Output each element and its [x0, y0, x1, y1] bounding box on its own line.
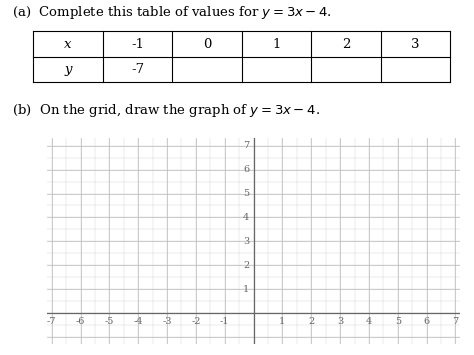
Text: 1: 1	[243, 285, 249, 294]
Text: 3: 3	[243, 237, 249, 246]
Text: 6: 6	[424, 317, 429, 326]
Text: x: x	[64, 38, 72, 50]
Text: -1: -1	[131, 38, 144, 50]
Text: -5: -5	[105, 317, 114, 326]
Text: -7: -7	[131, 63, 144, 76]
Text: 3: 3	[411, 38, 420, 50]
Text: 3: 3	[337, 317, 343, 326]
Text: 2: 2	[243, 261, 249, 270]
Text: 0: 0	[203, 38, 211, 50]
Text: 4: 4	[243, 213, 249, 222]
Text: 7: 7	[452, 317, 458, 326]
Text: 2: 2	[308, 317, 314, 326]
Text: 2: 2	[342, 38, 350, 50]
Text: (a)  Complete this table of values for $y = 3x - 4$.: (a) Complete this table of values for $y…	[12, 4, 332, 21]
Text: -1: -1	[220, 317, 229, 326]
Text: -7: -7	[47, 317, 56, 326]
Text: -3: -3	[162, 317, 172, 326]
Text: -2: -2	[191, 317, 201, 326]
Text: 5: 5	[243, 189, 249, 198]
Text: 5: 5	[395, 317, 401, 326]
Text: 7: 7	[243, 141, 249, 150]
Text: y: y	[64, 63, 72, 76]
Text: 6: 6	[243, 165, 249, 174]
Text: 1: 1	[272, 38, 281, 50]
Text: -4: -4	[134, 317, 143, 326]
Text: 4: 4	[366, 317, 372, 326]
Text: (b)  On the grid, draw the graph of $y = 3x - 4$.: (b) On the grid, draw the graph of $y = …	[12, 102, 320, 119]
Text: -6: -6	[76, 317, 85, 326]
Text: 1: 1	[279, 317, 285, 326]
